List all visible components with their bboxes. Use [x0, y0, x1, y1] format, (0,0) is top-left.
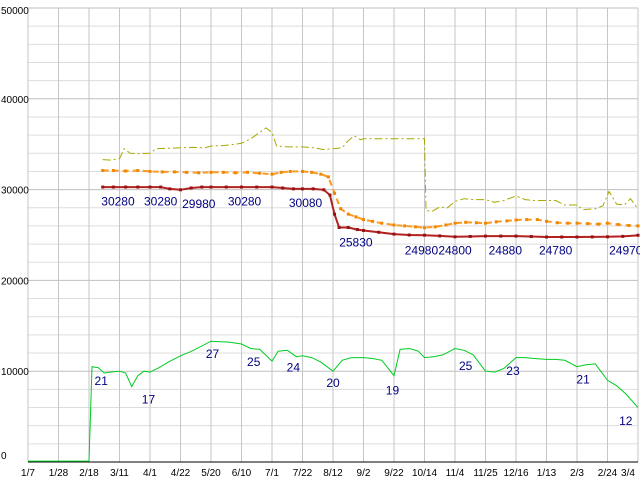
svg-text:1/28: 1/28 — [49, 468, 69, 479]
svg-text:2/18: 2/18 — [79, 468, 99, 479]
svg-text:2/24: 2/24 — [598, 468, 618, 479]
svg-text:12: 12 — [619, 414, 633, 428]
svg-text:2/3: 2/3 — [570, 468, 584, 479]
svg-text:21: 21 — [95, 374, 109, 388]
svg-text:9/2: 9/2 — [357, 468, 371, 479]
svg-text:17: 17 — [142, 392, 156, 406]
svg-text:3/11: 3/11 — [110, 468, 129, 479]
svg-text:11/4: 11/4 — [446, 468, 465, 479]
svg-text:1/7: 1/7 — [21, 468, 35, 479]
svg-text:30280: 30280 — [228, 194, 262, 208]
svg-text:6/10: 6/10 — [232, 468, 252, 479]
svg-text:25: 25 — [247, 355, 261, 369]
svg-text:29980: 29980 — [182, 197, 216, 211]
svg-text:8/12: 8/12 — [323, 468, 343, 479]
svg-text:12/16: 12/16 — [503, 468, 528, 479]
svg-text:20000: 20000 — [1, 276, 29, 287]
svg-text:30080: 30080 — [289, 196, 323, 210]
svg-text:24800: 24800 — [438, 243, 472, 257]
svg-text:7/1: 7/1 — [265, 468, 279, 479]
svg-text:24: 24 — [287, 361, 301, 375]
svg-text:30280: 30280 — [101, 194, 135, 208]
svg-text:24970: 24970 — [609, 243, 640, 257]
svg-text:50000: 50000 — [1, 6, 29, 17]
svg-text:24980: 24980 — [405, 243, 439, 257]
svg-text:30280: 30280 — [144, 194, 178, 208]
svg-text:21: 21 — [576, 372, 590, 386]
svg-text:24780: 24780 — [539, 243, 573, 257]
svg-text:10/14: 10/14 — [412, 468, 437, 479]
svg-text:3/4: 3/4 — [621, 468, 635, 479]
svg-text:27: 27 — [206, 347, 220, 361]
svg-text:25: 25 — [459, 359, 473, 373]
svg-text:5/20: 5/20 — [201, 468, 221, 479]
svg-text:0: 0 — [1, 451, 7, 462]
svg-text:1/13: 1/13 — [537, 468, 557, 479]
svg-text:24880: 24880 — [489, 243, 523, 257]
svg-text:7/22: 7/22 — [293, 468, 313, 479]
svg-text:25830: 25830 — [339, 235, 373, 249]
svg-text:20: 20 — [326, 376, 340, 390]
svg-text:4/22: 4/22 — [171, 468, 191, 479]
svg-text:11/25: 11/25 — [473, 468, 498, 479]
svg-text:19: 19 — [386, 383, 400, 397]
svg-text:30000: 30000 — [1, 186, 29, 197]
svg-text:23: 23 — [506, 364, 520, 378]
svg-text:9/22: 9/22 — [384, 468, 404, 479]
svg-text:40000: 40000 — [1, 95, 29, 106]
svg-text:10000: 10000 — [1, 367, 29, 378]
svg-text:4/1: 4/1 — [143, 468, 157, 479]
